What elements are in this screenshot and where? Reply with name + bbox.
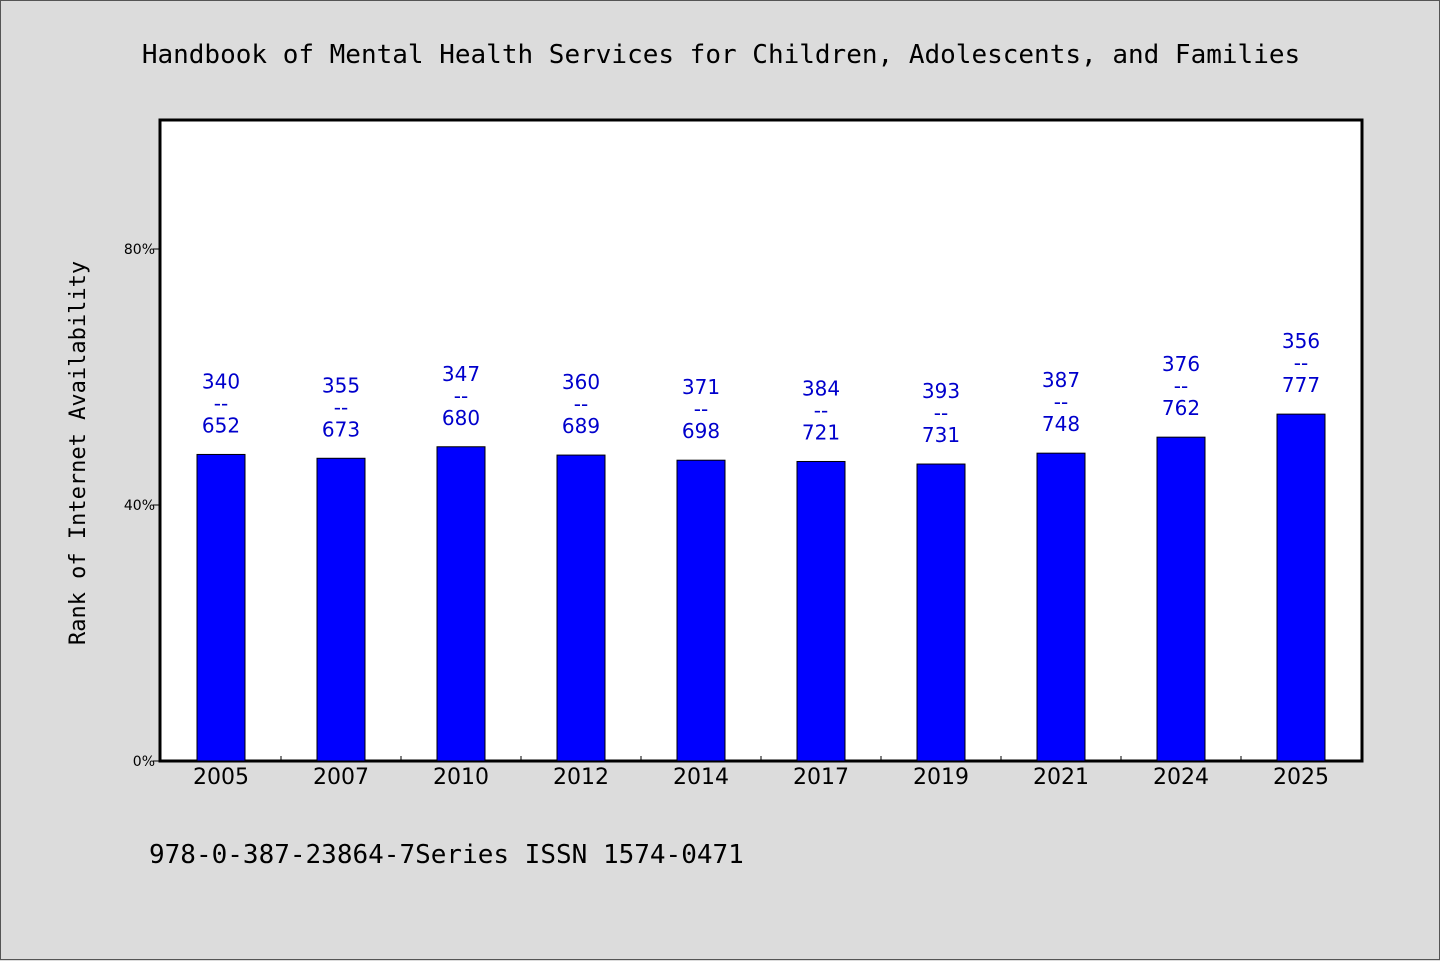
- data-label: 384: [802, 376, 840, 400]
- data-labels: 340--652355--673347--680360--689371--698…: [202, 329, 1320, 447]
- x-tick-label: 2017: [793, 765, 849, 790]
- data-label: --: [1054, 390, 1068, 414]
- bar-2014: [676, 459, 726, 762]
- y-axis-ticks: 0% 40% 80%: [124, 242, 161, 770]
- bar-2007: [316, 457, 366, 762]
- data-label: 376: [1162, 352, 1200, 376]
- data-label: 680: [442, 406, 480, 430]
- data-label: 387: [1042, 368, 1080, 392]
- data-label: 360: [562, 370, 600, 394]
- data-label: 731: [922, 423, 960, 447]
- data-label: --: [1294, 351, 1308, 375]
- x-tick-label: 2014: [673, 765, 729, 790]
- x-tick-label: 2005: [193, 765, 249, 790]
- bar-2012: [556, 454, 606, 762]
- x-tick-label: 2021: [1033, 765, 1089, 790]
- data-label: 347: [442, 362, 480, 386]
- x-tick-label: 2025: [1273, 765, 1329, 790]
- y-tick-label: 40%: [124, 498, 155, 514]
- x-tick-label: 2024: [1153, 765, 1209, 790]
- y-axis-label: Rank of Internet Availability: [66, 261, 91, 645]
- data-label: --: [1174, 374, 1188, 398]
- x-axis-ticks: 2005 2007 2010 2012 2014 2017 2019 2021 2024 2025: [193, 756, 1329, 790]
- x-tick-label: 2012: [553, 765, 609, 790]
- data-label: --: [454, 384, 468, 408]
- data-label: --: [814, 398, 828, 422]
- bar-2010: [436, 446, 486, 762]
- data-label: 698: [682, 419, 720, 443]
- x-tick-label: 2010: [433, 765, 489, 790]
- x-tick-label: 2019: [913, 765, 969, 790]
- bar-2005: [196, 453, 246, 762]
- chart-title: Handbook of Mental Health Services for C…: [142, 40, 1300, 70]
- y-tick-label: 80%: [124, 242, 155, 258]
- bars: [196, 413, 1326, 762]
- data-label: 652: [202, 413, 240, 437]
- data-label: --: [334, 395, 348, 419]
- data-label: --: [214, 391, 228, 415]
- footer-text: 978-0-387-23864-7Series ISSN 1574-0471: [149, 840, 744, 870]
- bar-2025: [1276, 413, 1326, 762]
- data-label: 393: [922, 379, 960, 403]
- bar-2017: [796, 460, 846, 762]
- data-label: 371: [682, 375, 720, 399]
- data-label: 689: [562, 414, 600, 438]
- data-label: 340: [202, 369, 240, 393]
- data-label: 721: [802, 420, 840, 444]
- data-label: 355: [322, 373, 360, 397]
- y-tick-label: 0%: [133, 754, 155, 770]
- data-label: --: [574, 392, 588, 416]
- data-label: 762: [1162, 396, 1200, 420]
- data-label: 356: [1282, 329, 1320, 353]
- bar-2024: [1156, 436, 1206, 762]
- data-label: 673: [322, 417, 360, 441]
- x-tick-label: 2007: [313, 765, 369, 790]
- bar-2019: [916, 463, 966, 762]
- data-label: 748: [1042, 412, 1080, 436]
- bar-2021: [1036, 452, 1086, 762]
- data-label: --: [934, 401, 948, 425]
- data-label: --: [694, 397, 708, 421]
- data-label: 777: [1282, 373, 1320, 397]
